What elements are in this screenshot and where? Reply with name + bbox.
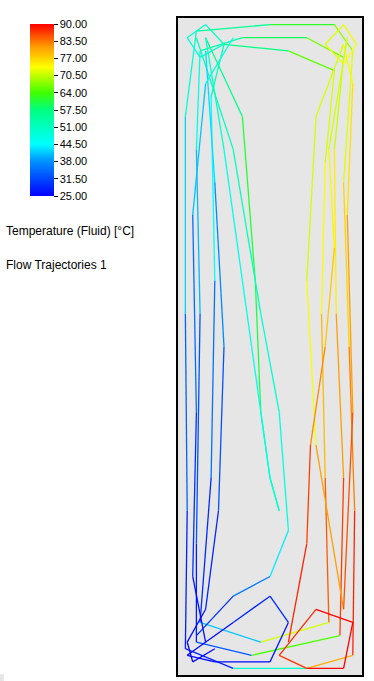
svg-text:57.50: 57.50 (60, 104, 88, 116)
svg-text:90.00: 90.00 (60, 18, 88, 30)
svg-text:38.00: 38.00 (60, 155, 88, 167)
svg-text:51.00: 51.00 (60, 121, 88, 133)
svg-text:Temperature (Fluid) [°C]: Temperature (Fluid) [°C] (6, 224, 134, 238)
svg-text:31.50: 31.50 (60, 173, 88, 185)
svg-text:44.50: 44.50 (60, 138, 88, 150)
svg-text:70.50: 70.50 (60, 69, 88, 81)
svg-text:83.50: 83.50 (60, 35, 88, 47)
svg-text:25.00: 25.00 (60, 190, 88, 202)
svg-text:77.00: 77.00 (60, 52, 88, 64)
svg-text:64.00: 64.00 (60, 87, 88, 99)
svg-text:Flow Trajectories 1: Flow Trajectories 1 (6, 258, 107, 272)
